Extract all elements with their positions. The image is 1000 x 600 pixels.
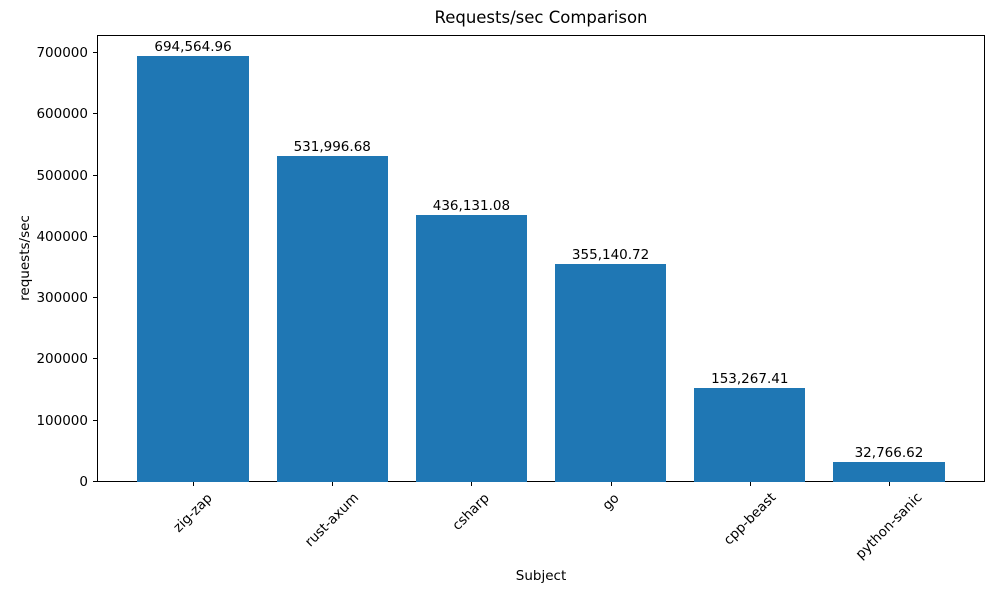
y-tick-label: 300000 <box>36 290 88 307</box>
y-tick <box>93 297 97 298</box>
y-tick-label: 0 <box>79 474 88 490</box>
bar <box>833 461 945 482</box>
y-tick <box>93 481 97 482</box>
x-tick <box>750 482 751 486</box>
x-tick <box>889 482 890 486</box>
bar-value-label: 153,267.41 <box>711 371 789 388</box>
y-tick <box>93 236 97 237</box>
y-tick <box>93 175 97 176</box>
bar <box>415 214 528 482</box>
y-tick <box>93 420 97 421</box>
x-tick <box>193 482 194 486</box>
y-tick <box>93 358 97 359</box>
y-tick-label: 600000 <box>36 106 88 123</box>
x-axis-label: Subject <box>515 568 567 584</box>
y-axis-label: requests/sec <box>17 215 33 301</box>
bar-value-label: 32,766.62 <box>854 444 924 461</box>
bar-value-label: 694,564.96 <box>154 39 232 56</box>
y-tick-label: 700000 <box>36 44 88 61</box>
x-tick-label-text: python-sanic <box>852 489 926 563</box>
x-tick-label-text: cpp-beast <box>720 489 780 549</box>
bar <box>276 155 388 482</box>
bar <box>137 56 249 482</box>
x-tick <box>611 482 612 486</box>
y-tick-label: 100000 <box>36 412 88 429</box>
bar-value-label: 436,131.08 <box>432 197 511 214</box>
chart-title: Requests/sec Comparison <box>434 8 648 27</box>
x-tick-label-text: zig-zap <box>170 489 216 536</box>
x-tick <box>332 482 333 486</box>
x-tick-label-text: csharp <box>449 489 494 534</box>
y-tick-label: 400000 <box>36 228 88 245</box>
x-tick <box>471 482 472 486</box>
plot-area <box>97 35 985 482</box>
bar <box>694 388 806 482</box>
x-tick-label-text: rust-axum <box>302 489 363 551</box>
y-tick <box>93 113 97 114</box>
bar-value-label: 531,996.68 <box>293 138 371 155</box>
x-tick-label-text: go <box>598 489 623 514</box>
bar <box>554 264 667 482</box>
y-tick-label: 500000 <box>36 167 88 184</box>
y-tick <box>93 52 97 53</box>
y-tick-label: 200000 <box>36 351 88 368</box>
bar-value-label: 355,140.72 <box>571 247 650 264</box>
